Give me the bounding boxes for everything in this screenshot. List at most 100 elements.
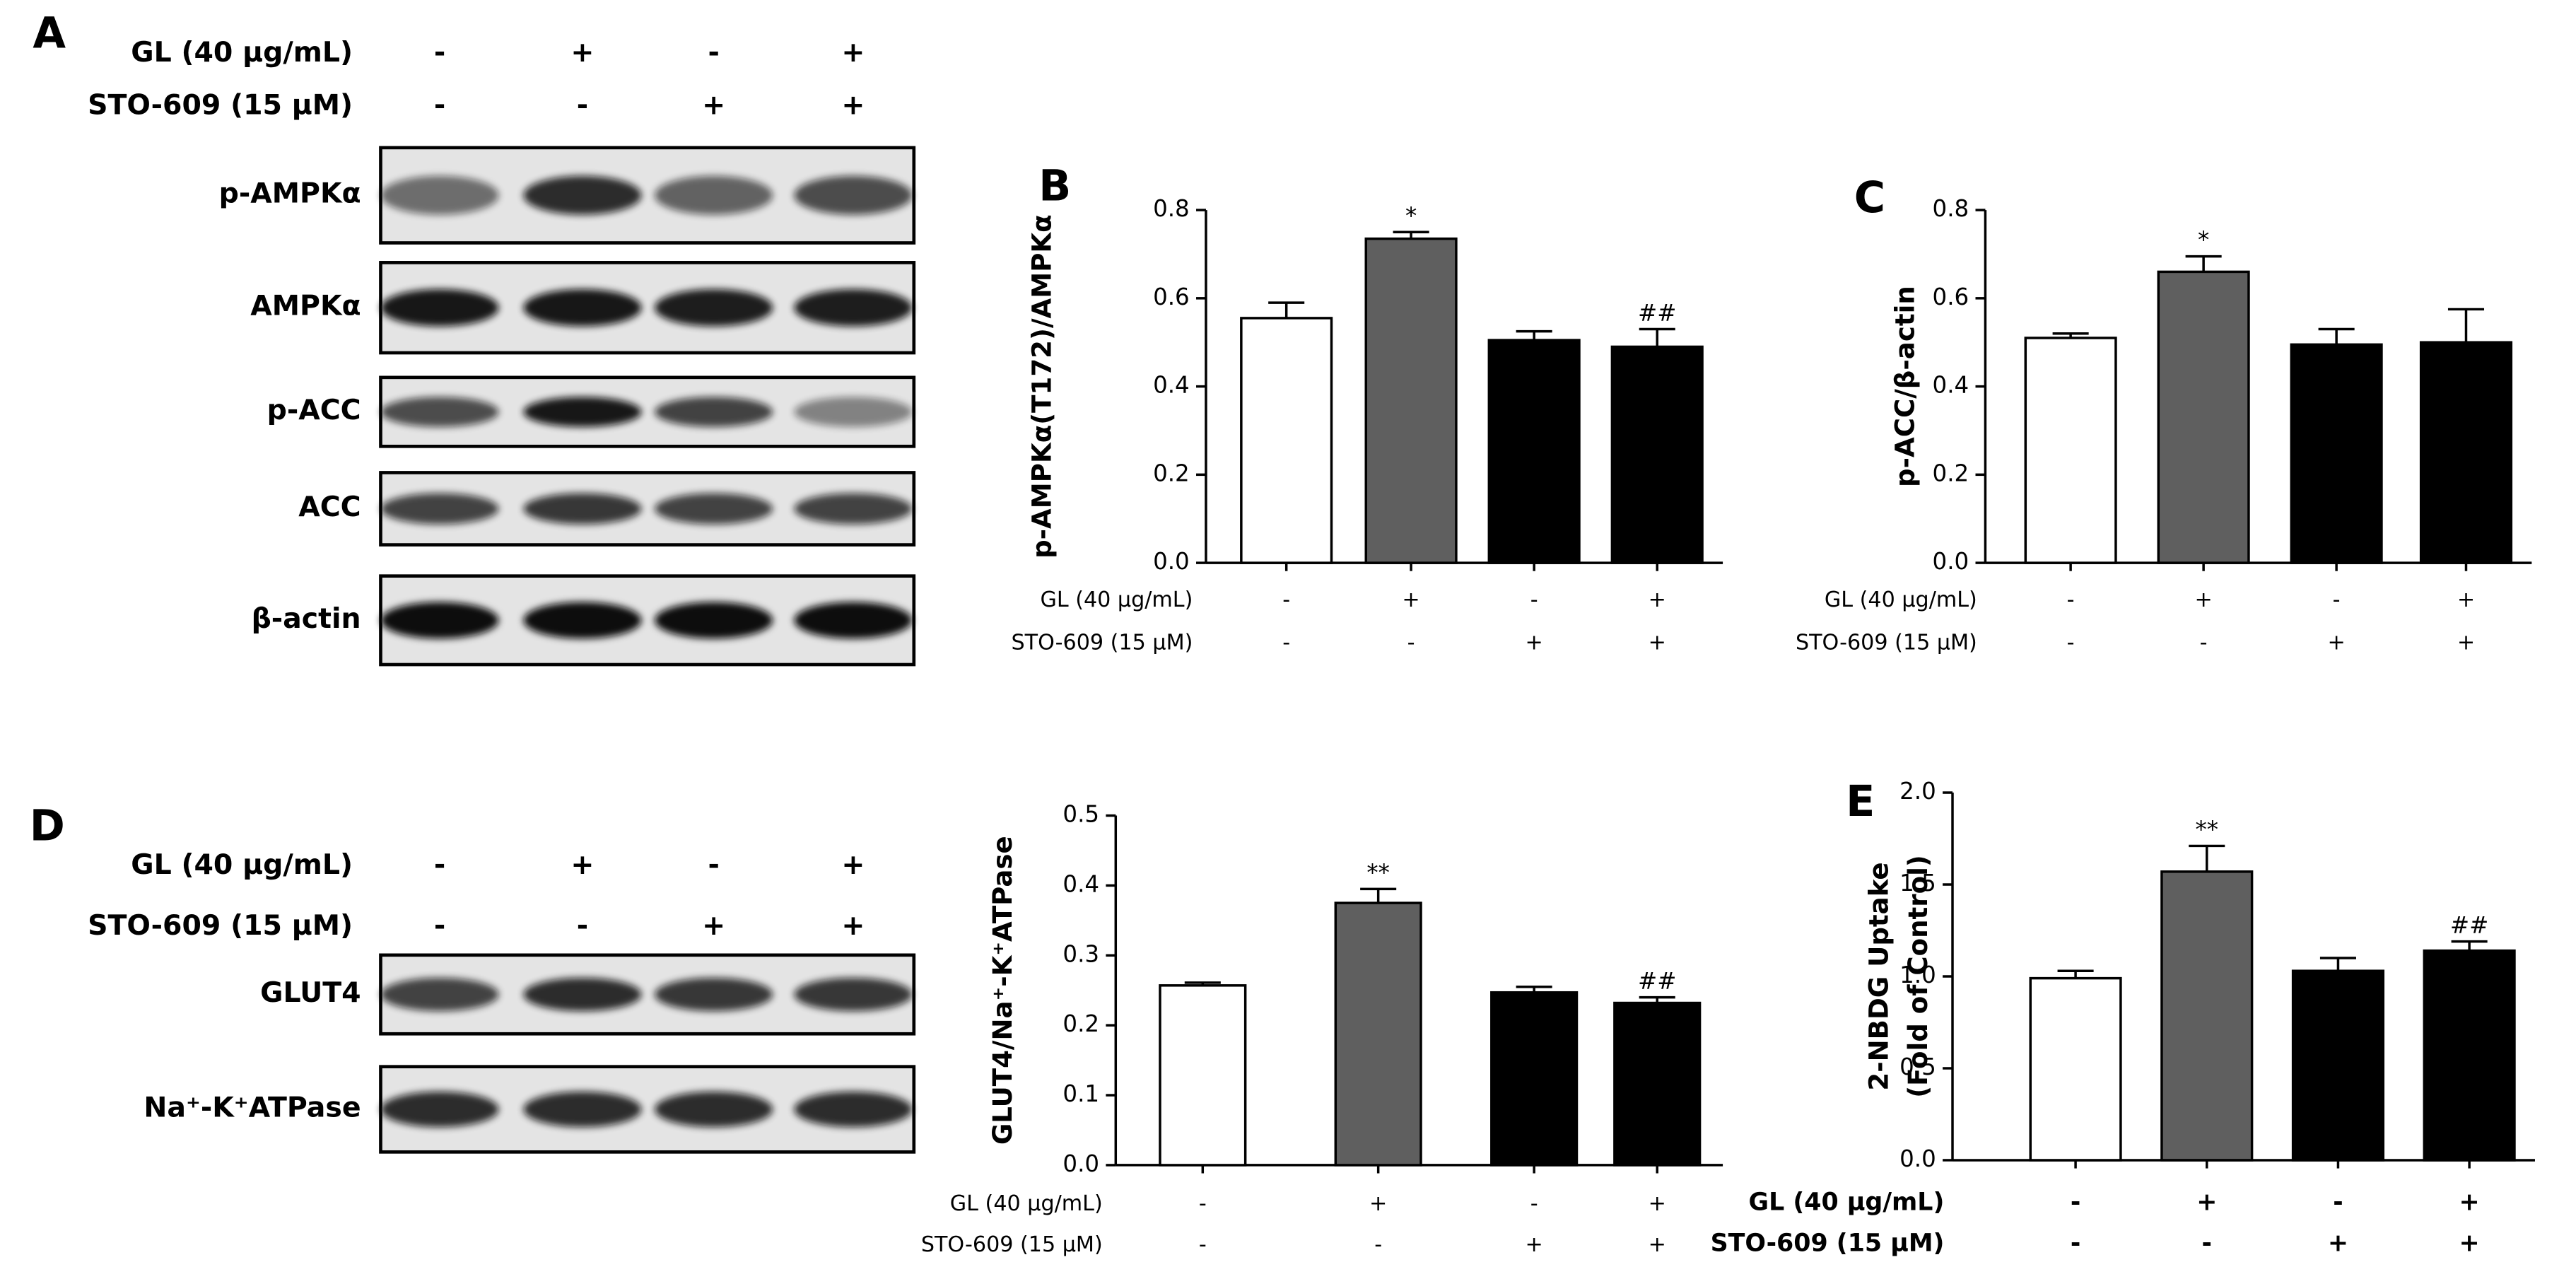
significance-mark: ## [2450, 912, 2488, 939]
blot-row-label: Na⁺-K⁺ATPase [144, 1092, 361, 1124]
blot-band [794, 977, 913, 1012]
blot-band [523, 175, 642, 215]
condition-label: GL (40 μg/mL) [1749, 1188, 1945, 1216]
blot-band [794, 1091, 913, 1128]
condition-sign: + [2196, 1188, 2217, 1216]
blot-row-label: AMPKα [250, 290, 361, 322]
condition-sign: - [2067, 588, 2075, 612]
condition-sign: - [1530, 588, 1538, 612]
y-tick-label: 0.6 [1933, 284, 1969, 310]
y-tick-label: 0.8 [1933, 195, 1969, 222]
bar [2419, 341, 2513, 564]
blot-band [380, 175, 499, 215]
y-tick-label: 0.8 [1153, 195, 1190, 222]
bar [1364, 237, 1458, 564]
condition-sign: + [2459, 1188, 2480, 1216]
blot-band [523, 493, 642, 525]
blot-row-label: p-ACC [267, 394, 361, 426]
condition-sign: + [2327, 630, 2345, 655]
blot-band [794, 397, 913, 427]
condition-label: STO-609 (15 μM) [1796, 630, 1977, 655]
condition-sign: + [2457, 630, 2475, 655]
blot-row-label: β-actin [252, 602, 361, 635]
condition-sign: + [570, 848, 594, 881]
condition-sign: - [708, 36, 719, 69]
condition-sign: - [434, 848, 445, 881]
significance-mark: * [1405, 202, 1417, 229]
blot-band [794, 175, 913, 215]
y-tick-label: 0.2 [1153, 460, 1190, 486]
condition-sign: + [1526, 630, 1543, 655]
blot-band [523, 602, 642, 639]
y-tick-label: 0.0 [1153, 548, 1190, 575]
condition-label: GL (40 μg/mL) [1825, 588, 1977, 612]
significance-mark: ## [1638, 300, 1676, 327]
condition-sign: - [434, 88, 445, 121]
condition-sign: - [1199, 1191, 1207, 1216]
condition-sign: + [2328, 1229, 2348, 1257]
condition-sign: - [1374, 1232, 1382, 1257]
condition-sign: + [2457, 588, 2475, 612]
bar [2024, 337, 2117, 564]
blot-row-label: GLUT4 [260, 976, 361, 1009]
bar [1613, 1001, 1702, 1167]
bar [2157, 270, 2250, 564]
condition-sign: + [1649, 588, 1666, 612]
y-tick-label: 1.5 [1899, 870, 1936, 897]
condition-sign: - [2333, 1188, 2343, 1216]
condition-sign: + [2459, 1229, 2480, 1257]
condition-sign: + [1649, 1232, 1666, 1257]
blot-band [523, 288, 642, 327]
blot-band [523, 397, 642, 427]
condition-sign: - [1282, 630, 1290, 655]
blot-band [794, 602, 913, 639]
y-axis-label: (Fold of Control) [1903, 855, 1933, 1098]
blot-row-label: ACC [298, 491, 361, 523]
y-tick-label: 0.6 [1153, 284, 1190, 310]
condition-sign: - [434, 909, 445, 942]
condition-sign: + [1649, 630, 1666, 655]
blot-band [655, 493, 773, 525]
condition-sign: + [1402, 588, 1419, 612]
condition-sign: + [841, 88, 865, 121]
condition-sign: - [434, 36, 445, 69]
condition-sign: + [1649, 1191, 1666, 1216]
condition-label: GL (40 μg/mL) [131, 848, 353, 881]
bar [2291, 969, 2385, 1162]
blot-band [380, 977, 499, 1012]
y-tick-label: 1.0 [1899, 962, 1936, 988]
blot-band [380, 493, 499, 525]
y-tick-label: 0.2 [1933, 460, 1969, 486]
condition-sign: + [1526, 1232, 1543, 1257]
y-axis-label: GLUT4/Na⁺-K⁺ATPase [988, 836, 1018, 1145]
blot-row-label: p-AMPKα [219, 177, 361, 210]
y-tick-label: 2.0 [1899, 778, 1936, 805]
condition-sign: - [1407, 630, 1415, 655]
blot-band [655, 1091, 773, 1128]
blot-band [380, 602, 499, 639]
y-tick-label: 0.5 [1062, 801, 1099, 828]
condition-sign: - [2333, 588, 2341, 612]
condition-sign: - [1199, 1232, 1207, 1257]
condition-sign: + [841, 909, 865, 942]
significance-mark: ** [2196, 817, 2218, 843]
bar [1159, 984, 1247, 1167]
panel-letter: B [1038, 162, 1071, 211]
condition-label: STO-609 (15 μM) [88, 909, 353, 942]
y-axis-label: p-AMPKα(T172)/AMPKα [1027, 214, 1058, 559]
panel-letter: C [1854, 173, 1885, 223]
y-tick-label: 0.5 [1899, 1053, 1936, 1080]
y-tick-label: 0.2 [1062, 1010, 1099, 1037]
blot-band [523, 1091, 642, 1128]
y-tick-label: 0.0 [1933, 548, 1969, 575]
blot-band [655, 397, 773, 427]
condition-sign: + [702, 909, 725, 942]
condition-sign: - [1282, 588, 1290, 612]
condition-sign: - [2071, 1188, 2080, 1216]
bar [1240, 317, 1333, 564]
bar [2423, 949, 2516, 1162]
condition-sign: - [1530, 1191, 1538, 1216]
condition-label: STO-609 (15 μM) [1012, 630, 1193, 655]
condition-sign: - [2067, 630, 2075, 655]
bar [1610, 345, 1704, 564]
